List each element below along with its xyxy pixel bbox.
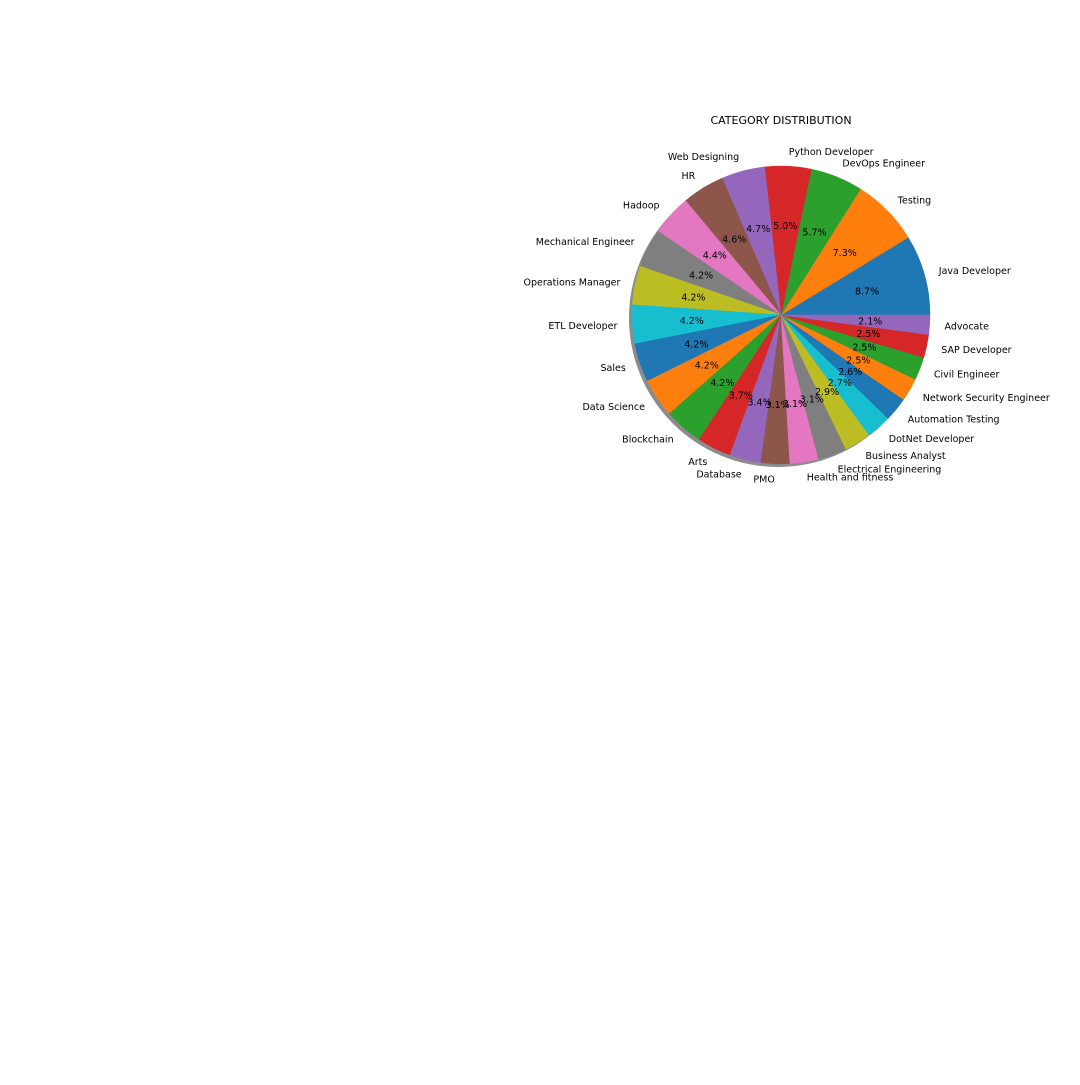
slice-percent-health-and-fitness: 3.1%: [783, 399, 807, 410]
slice-percent-blockchain: 4.2%: [710, 378, 734, 389]
slice-percent-sap-developer: 2.5%: [856, 329, 880, 340]
slice-percent-etl-developer: 4.2%: [680, 316, 704, 327]
slice-percent-database: 3.4%: [747, 397, 771, 408]
slice-percent-advocate: 2.1%: [858, 316, 882, 327]
pie-slice-java-developer: [780, 237, 931, 316]
slice-percent-labels: 8.7% 7.3% 5.7% 5.0%4.7%4.6% 4.4% 4.2% 4.2% 4.2%…: [680, 221, 883, 411]
slice-label-automation-testing: Automation Testing: [908, 414, 1000, 425]
slice-percent-automation-testing: 2.6%: [838, 367, 862, 378]
slice-label-advocate: Advocate: [945, 321, 990, 332]
slice-label-sap-developer: SAP Developer: [941, 345, 1011, 356]
slice-labels: Java Developer Testing DevOps EngineerPyth…: [524, 147, 1050, 486]
slice-percent-civil-engineer: 2.5%: [852, 343, 876, 354]
slice-label-mechanical-engineer: Mechanical Engineer: [536, 237, 635, 248]
slice-label-dotnet-developer: DotNet Developer: [889, 434, 975, 445]
slice-percent-arts: 3.7%: [729, 390, 753, 401]
slice-label-data-science: Data Science: [582, 402, 645, 413]
slice-label-network-security-engineer: Network Security Engineer: [923, 393, 1050, 404]
slice-label-devops-engineer: DevOps Engineer: [842, 159, 925, 170]
slice-label-hadoop: Hadoop: [623, 200, 660, 211]
pie-slices: [631, 165, 931, 465]
slice-label-java-developer: Java Developer: [938, 266, 1011, 277]
chart-title: CATEGORY DISTRIBUTION: [710, 114, 851, 127]
slice-label-blockchain: Blockchain: [622, 434, 673, 445]
slice-label-health-and-fitness: Health and fitness: [807, 472, 894, 483]
slice-label-testing: Testing: [897, 196, 931, 207]
slice-label-database: Database: [696, 470, 741, 481]
slice-percent-operations-manager: 4.2%: [681, 293, 705, 304]
slice-percent-python-developer: 5.0%: [773, 221, 797, 232]
slice-label-sales: Sales: [601, 363, 626, 374]
slice-label-pmo: PMO: [753, 474, 774, 485]
slice-percent-pmo: 3.1%: [766, 400, 790, 411]
slice-percent-hr: 4.6%: [722, 234, 746, 245]
slice-label-python-developer: Python Developer: [789, 147, 874, 158]
slice-percent-hadoop: 4.4%: [703, 250, 727, 261]
slice-percent-dotnet-developer: 2.7%: [828, 378, 852, 389]
slice-percent-network-security-engineer: 2.5%: [846, 355, 870, 366]
slice-percent-testing: 7.3%: [833, 248, 857, 259]
slice-label-web-designing: Web Designing: [668, 152, 739, 163]
slice-percent-java-developer: 8.7%: [855, 286, 879, 297]
slice-percent-sales: 4.2%: [684, 339, 708, 350]
slice-label-electrical-engineering: Electrical Engineering: [838, 464, 942, 475]
slice-percent-business-analyst: 2.9%: [815, 387, 839, 398]
slice-label-hr: HR: [681, 171, 695, 182]
slice-label-operations-manager: Operations Manager: [524, 278, 621, 289]
slice-percent-data-science: 4.2%: [695, 360, 719, 371]
slice-label-business-analyst: Business Analyst: [865, 451, 945, 462]
slice-percent-mechanical-engineer: 4.2%: [689, 270, 713, 281]
slice-label-arts: Arts: [688, 457, 707, 468]
slice-label-etl-developer: ETL Developer: [548, 321, 617, 332]
slice-percent-web-designing: 4.7%: [746, 224, 770, 235]
slice-percent-devops-engineer: 5.7%: [802, 228, 826, 239]
slice-label-civil-engineer: Civil Engineer: [934, 370, 1000, 381]
pie-slice-advocate: [780, 314, 931, 335]
slice-percent-electrical-engineering: 3.1%: [800, 394, 824, 405]
